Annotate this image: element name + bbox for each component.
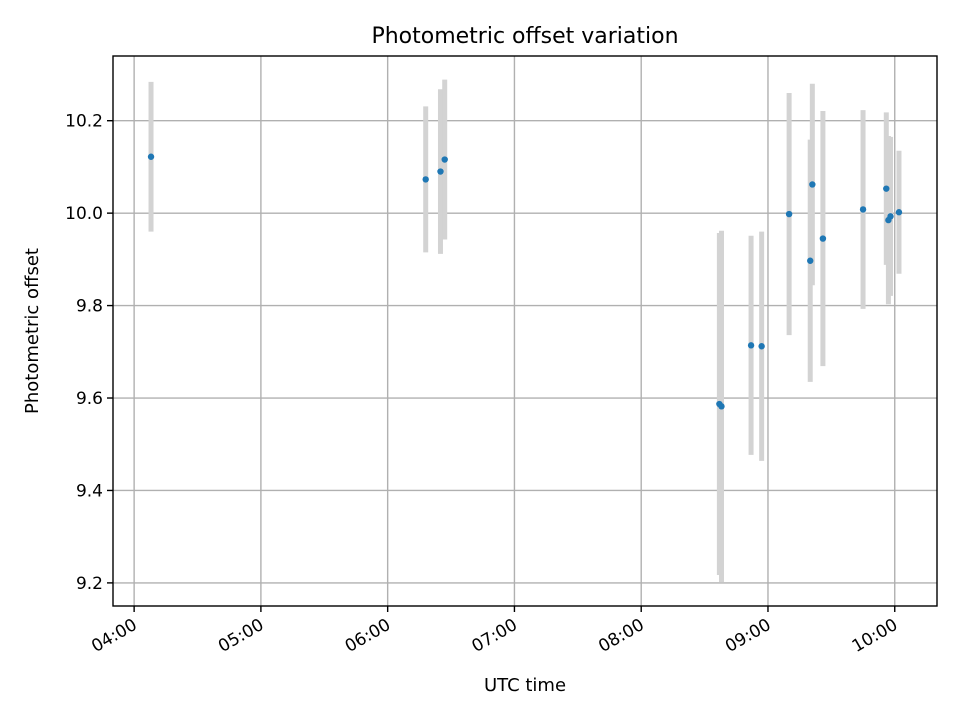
x-tick-label: 07:00 bbox=[469, 615, 521, 657]
data-point bbox=[758, 343, 765, 350]
y-tick-label: 10.2 bbox=[65, 112, 103, 132]
data-point bbox=[147, 153, 155, 160]
errorbar-layer bbox=[148, 79, 902, 582]
y-axis-ticks: 9.2 9.4 9.6 9.8 10.0 10.2 bbox=[65, 112, 113, 594]
data-point bbox=[809, 181, 816, 188]
plot-frame bbox=[112, 55, 938, 607]
y-tick-label: 9.2 bbox=[76, 574, 103, 594]
x-tick-label: 10:00 bbox=[849, 615, 901, 657]
data-point bbox=[883, 185, 890, 192]
chart-title: Photometric offset variation bbox=[371, 24, 678, 49]
x-axis-ticks: 04:00 05:00 06:00 07:00 08:00 09:00 10:00 bbox=[88, 606, 901, 657]
data-point bbox=[785, 210, 793, 218]
y-tick-label: 10.0 bbox=[65, 204, 103, 224]
data-point bbox=[437, 168, 444, 175]
data-point bbox=[441, 156, 448, 163]
data-point bbox=[895, 209, 903, 216]
x-tick-label: 06:00 bbox=[342, 615, 394, 657]
grid-layer bbox=[113, 56, 937, 606]
y-tick-label: 9.6 bbox=[76, 389, 103, 409]
x-tick-label: 09:00 bbox=[722, 615, 774, 657]
x-tick-label: 08:00 bbox=[595, 615, 647, 657]
y-tick-label: 9.4 bbox=[76, 481, 103, 501]
data-point bbox=[819, 235, 827, 242]
x-tick-label: 05:00 bbox=[215, 615, 267, 657]
x-axis-label: UTC time bbox=[484, 675, 566, 696]
y-axis-label: Photometric offset bbox=[22, 248, 43, 414]
y-tick-label: 9.8 bbox=[76, 297, 103, 317]
data-point bbox=[807, 257, 814, 264]
data-point bbox=[887, 213, 894, 220]
point-layer bbox=[147, 153, 903, 410]
x-tick-label: 04:00 bbox=[88, 615, 140, 657]
data-point bbox=[747, 342, 755, 349]
data-point bbox=[422, 176, 429, 183]
data-point bbox=[859, 206, 867, 213]
data-point bbox=[718, 403, 725, 410]
